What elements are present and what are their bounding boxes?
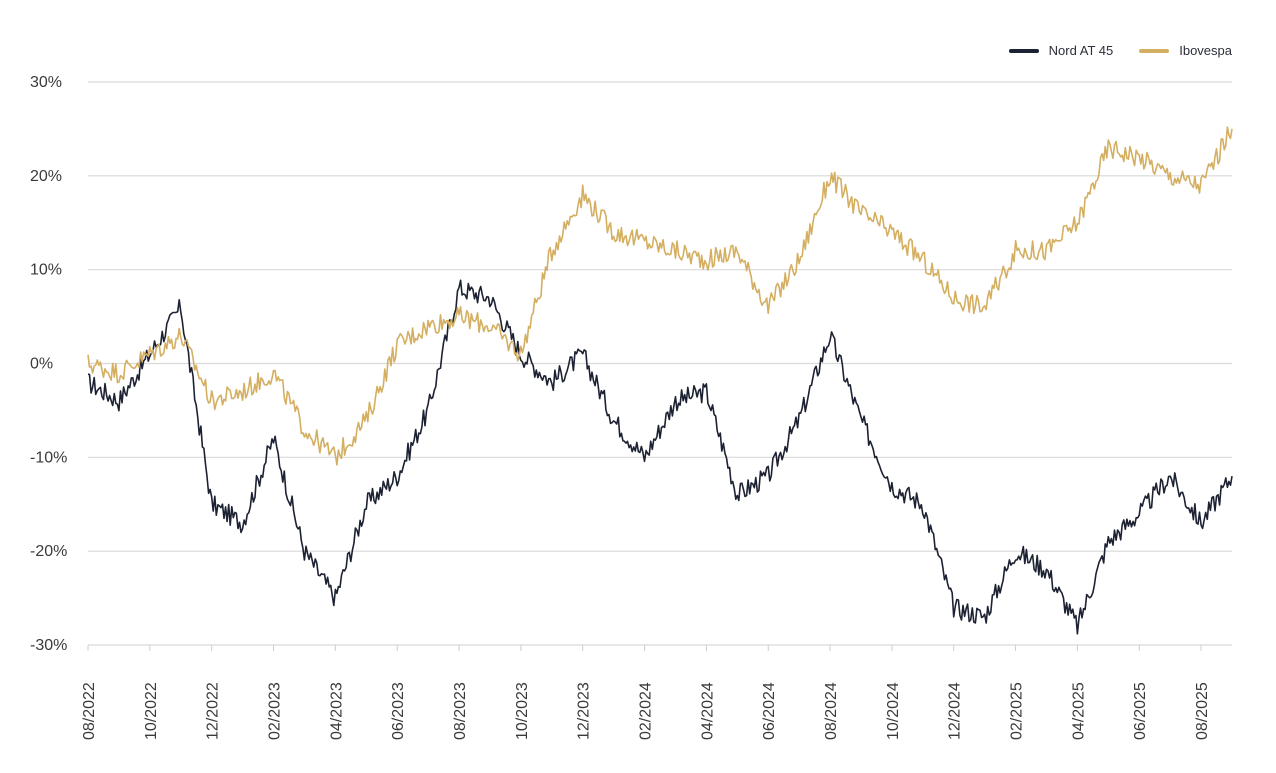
x-tick-label: 04/2025 [1070, 682, 1087, 740]
y-tick-label: -10% [30, 449, 67, 466]
series-line-nord [87, 279, 1233, 635]
grid [88, 81, 1232, 646]
x-tick-label: 10/2023 [514, 682, 531, 740]
series-lines [87, 126, 1233, 635]
x-tick-label: 10/2022 [143, 682, 160, 740]
legend-item-ibovespa[interactable]: Ibovespa [1139, 43, 1232, 58]
y-axis-ticks: 30% 20% 10% 0% -10% -20% -30% [30, 74, 67, 654]
y-tick-label: -30% [30, 637, 67, 654]
x-tick-label: 06/2024 [761, 682, 778, 740]
series-line-ibovespa [87, 126, 1233, 466]
x-tick-label: 02/2023 [267, 682, 284, 740]
legend-label-ibovespa: Ibovespa [1179, 43, 1232, 58]
legend-swatch-nord [1008, 48, 1039, 53]
x-tick-label: 12/2023 [576, 682, 593, 740]
x-tick-label: 06/2023 [390, 682, 407, 740]
legend-item-nord[interactable]: Nord AT 45 [1008, 43, 1114, 58]
legend-swatch-ibovespa [1139, 48, 1170, 53]
y-tick-label: -20% [30, 543, 67, 560]
x-axis-ticks: 08/2022 10/2022 12/2022 02/2023 04/2023 06/20… [81, 645, 1211, 740]
x-tick-label: 12/2024 [947, 682, 964, 740]
x-tick-label: 02/2025 [1009, 682, 1026, 740]
x-tick-label: 08/2024 [823, 682, 840, 740]
legend-label-nord: Nord AT 45 [1048, 43, 1114, 58]
x-tick-label: 10/2024 [885, 682, 902, 740]
x-tick-label: 04/2023 [328, 682, 345, 740]
legend: Nord AT 45 Ibovespa [1008, 43, 1232, 58]
y-tick-label: 20% [30, 168, 62, 185]
x-tick-label: 12/2022 [205, 682, 222, 740]
x-tick-label: 06/2025 [1132, 682, 1149, 740]
x-tick-label: 08/2022 [81, 682, 98, 740]
y-tick-label: 30% [30, 74, 62, 91]
x-tick-label: 08/2023 [452, 682, 469, 740]
x-tick-label: 04/2024 [699, 682, 716, 740]
x-tick-label: 08/2025 [1194, 682, 1211, 740]
y-tick-label: 10% [30, 262, 62, 279]
x-tick-label: 02/2024 [638, 682, 655, 740]
y-tick-label: 0% [30, 356, 53, 373]
